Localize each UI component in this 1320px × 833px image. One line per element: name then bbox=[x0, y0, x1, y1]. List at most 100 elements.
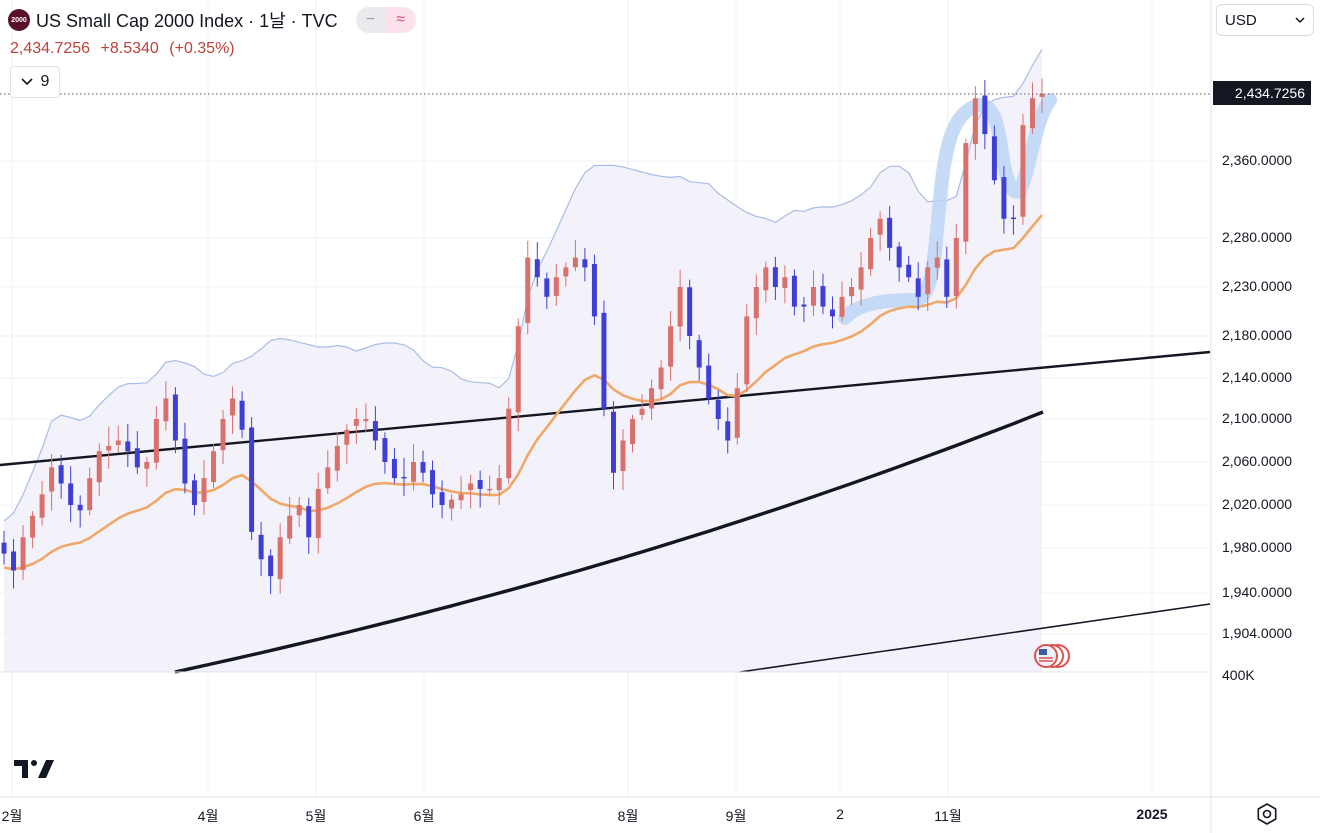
candlesticks bbox=[1, 78, 1045, 595]
candle bbox=[887, 206, 893, 261]
candle bbox=[134, 431, 140, 475]
candle bbox=[839, 281, 845, 322]
candle bbox=[810, 270, 816, 316]
candle bbox=[11, 539, 17, 589]
candle bbox=[534, 242, 540, 287]
bollinger-upper-band bbox=[3, 48, 1043, 522]
candle bbox=[287, 496, 293, 545]
candle bbox=[1010, 205, 1016, 235]
us-flag-icon[interactable] bbox=[1034, 644, 1070, 668]
candle bbox=[191, 473, 197, 516]
candle bbox=[153, 405, 159, 470]
candle bbox=[706, 353, 712, 405]
time-tick-label: 8월 bbox=[617, 808, 639, 824]
chart-header: 2000 US Small Cap 2000 Index · 1날 · TVC … bbox=[8, 6, 416, 58]
candle bbox=[858, 251, 864, 306]
candle bbox=[77, 495, 83, 528]
candle bbox=[696, 334, 702, 381]
last-price: 2,434.7256 bbox=[10, 40, 91, 57]
price-change-percent: (+0.35%) bbox=[169, 40, 235, 57]
candle bbox=[144, 457, 150, 487]
price-tick-label: 2,230.0000 bbox=[1222, 278, 1293, 294]
candle bbox=[458, 476, 464, 509]
candle bbox=[915, 262, 921, 310]
candle bbox=[506, 397, 512, 484]
candle bbox=[182, 422, 188, 494]
currency-select[interactable]: USD bbox=[1216, 4, 1314, 36]
candle bbox=[58, 454, 64, 499]
price-tick-label: 2,020.0000 bbox=[1222, 496, 1293, 512]
candle bbox=[201, 460, 207, 515]
tradingview-logo[interactable] bbox=[14, 758, 54, 780]
candle bbox=[439, 480, 445, 519]
candle bbox=[553, 263, 559, 306]
price-tick-label: 2,280.0000 bbox=[1222, 229, 1293, 245]
candle bbox=[1020, 113, 1026, 225]
candle bbox=[953, 223, 959, 309]
candle bbox=[277, 523, 283, 594]
candle bbox=[163, 381, 169, 431]
candle bbox=[896, 242, 902, 282]
time-tick-label: 4월 bbox=[197, 808, 219, 824]
indicators-collapse-button[interactable]: 9 bbox=[10, 66, 60, 98]
candle bbox=[344, 424, 350, 464]
time-tick-label: 2025 bbox=[1136, 806, 1168, 822]
candle bbox=[325, 450, 331, 494]
candle bbox=[668, 311, 674, 381]
indicator-toggle[interactable]: − ≈ bbox=[355, 7, 416, 33]
candle bbox=[334, 431, 340, 482]
candle bbox=[610, 401, 616, 490]
bollinger-band-area bbox=[4, 49, 1042, 673]
candle bbox=[39, 481, 45, 526]
candle bbox=[829, 296, 835, 329]
candle bbox=[925, 260, 931, 311]
candle bbox=[96, 443, 102, 497]
candle bbox=[753, 274, 759, 335]
wave-icon[interactable]: ≈ bbox=[385, 7, 416, 33]
candle bbox=[515, 318, 521, 432]
time-tick-label: 6월 bbox=[413, 808, 435, 824]
time-tick-label: 2 bbox=[836, 806, 844, 822]
candle bbox=[353, 407, 359, 444]
candle bbox=[372, 406, 378, 451]
candle bbox=[744, 303, 750, 393]
candle bbox=[782, 265, 788, 304]
candle bbox=[572, 240, 578, 272]
candle bbox=[1029, 82, 1035, 134]
candle bbox=[258, 521, 264, 577]
candle bbox=[401, 457, 407, 497]
candle bbox=[772, 256, 778, 301]
candle bbox=[563, 262, 569, 287]
price-change: +8.5340 bbox=[100, 40, 159, 57]
ema-line bbox=[3, 214, 1043, 571]
candle bbox=[125, 424, 131, 468]
candle bbox=[306, 497, 312, 554]
candle bbox=[420, 450, 426, 483]
candle bbox=[991, 125, 997, 185]
chevron-down-icon bbox=[1295, 16, 1305, 23]
price-tick-label: 1,940.0000 bbox=[1222, 584, 1293, 600]
price-tick-label: 2,100.0000 bbox=[1222, 410, 1293, 426]
indicator-count: 9 bbox=[40, 73, 50, 90]
candle bbox=[115, 425, 121, 453]
candle bbox=[525, 240, 531, 335]
minus-icon[interactable]: − bbox=[355, 7, 386, 33]
candle bbox=[391, 448, 397, 484]
currency-label: USD bbox=[1225, 11, 1257, 29]
candle bbox=[30, 511, 36, 549]
candle bbox=[725, 407, 731, 454]
candle bbox=[1, 530, 7, 565]
price-tick-label: 2,180.0000 bbox=[1222, 327, 1293, 343]
symbol-title[interactable]: US Small Cap 2000 Index · 1날 · TVC bbox=[36, 11, 338, 31]
candle bbox=[630, 414, 636, 453]
candle bbox=[868, 227, 874, 276]
gear-icon[interactable] bbox=[1256, 803, 1278, 825]
candle bbox=[382, 432, 388, 474]
time-tick-label: 2월 bbox=[1, 808, 23, 824]
candle bbox=[68, 466, 74, 523]
candle bbox=[687, 279, 693, 350]
candle bbox=[49, 453, 55, 511]
candle bbox=[649, 379, 655, 421]
time-tick-label: 9월 bbox=[725, 808, 747, 824]
